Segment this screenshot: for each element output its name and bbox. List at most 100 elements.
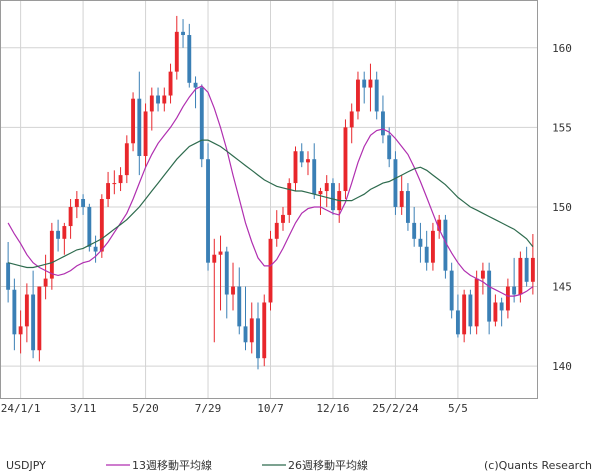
candle-body-15 — [99, 199, 104, 252]
x-tick-label: 24/1/1 — [1, 402, 41, 415]
candle-body-4 — [31, 294, 36, 351]
candle-body-77 — [487, 270, 492, 322]
x-tick-label: 3/11 — [70, 402, 97, 415]
candle-body-42 — [268, 238, 273, 303]
y-tick-label: 160 — [552, 42, 572, 55]
candle-body-54 — [343, 127, 348, 192]
candle-body-74 — [468, 294, 473, 327]
candle-body-0 — [6, 262, 11, 290]
candle-body-75 — [474, 278, 479, 327]
x-tick-label: 25/2/24 — [372, 402, 419, 415]
candle-body-16 — [106, 183, 111, 199]
candle-body-60 — [381, 111, 385, 136]
candle-body-33 — [212, 254, 217, 263]
x-tick-label: 7/29 — [195, 402, 222, 415]
candle-body-8 — [56, 230, 61, 239]
candle-body-13 — [87, 206, 92, 247]
candle-body-68 — [430, 230, 435, 263]
moving-average-lines — [7, 85, 534, 297]
candle-body-29 — [187, 35, 192, 83]
candle-body-1 — [12, 289, 17, 335]
candle-body-76 — [480, 270, 485, 279]
candle-body-63 — [399, 191, 404, 207]
candle-body-50 — [318, 191, 323, 195]
candle-body-12 — [81, 199, 86, 207]
candle-body-55 — [349, 111, 354, 128]
candle-body-7 — [49, 230, 54, 279]
x-tick-label: 10/7 — [257, 402, 284, 415]
x-tick-label: 5/20 — [132, 402, 159, 415]
candle-body-65 — [412, 222, 417, 239]
candle-body-69 — [437, 219, 442, 231]
credit-label: (c)Quants Research — [484, 459, 592, 472]
x-tick-label: 12/16 — [316, 402, 349, 415]
candle-body-5 — [37, 286, 42, 351]
legend-label-ma26: 26週移動平均線 — [288, 458, 368, 472]
candle-body-39 — [249, 318, 254, 343]
candle-body-11 — [74, 199, 79, 207]
legend-footer: USDJPY 13週移動平均線 26週移動平均線 (c)Quants Resea… — [6, 458, 592, 472]
candle-body-72 — [455, 310, 460, 335]
legend-label-ma13: 13週移動平均線 — [132, 458, 212, 472]
candle-body-2 — [18, 326, 23, 335]
candle-body-24 — [156, 95, 160, 104]
symbol-label: USDJPY — [6, 459, 46, 472]
candle-body-67 — [424, 246, 429, 263]
candle-body-46 — [293, 151, 298, 184]
candle-body-41 — [262, 302, 267, 359]
ma-line-ma26 — [7, 139, 534, 269]
candle-body-51 — [324, 183, 329, 192]
y-tick-label: 145 — [552, 281, 572, 294]
candle-body-25 — [162, 95, 167, 104]
candle-body-59 — [374, 79, 379, 112]
candle-body-19 — [124, 143, 129, 176]
candle-body-36 — [231, 286, 235, 295]
candle-body-22 — [143, 111, 148, 157]
candle-body-80 — [505, 286, 510, 311]
candle-body-21 — [137, 98, 142, 157]
candle-body-38 — [243, 326, 248, 343]
candle-body-71 — [449, 270, 454, 311]
plot-frame — [0, 0, 538, 399]
candle-body-61 — [387, 135, 392, 160]
candle-body-52 — [331, 183, 335, 211]
candle-body-3 — [24, 294, 29, 327]
candle-body-82 — [518, 257, 523, 295]
candle-body-47 — [299, 151, 304, 163]
candle-body-48 — [306, 159, 310, 163]
candle-body-34 — [218, 251, 223, 255]
candle-body-9 — [62, 226, 67, 239]
x-axis-tick-labels: 24/1/1 3/11 5/20 7/29 10/7 12/16 25/2/24 5/5 — [1, 402, 468, 415]
candle-body-20 — [131, 98, 136, 144]
candle-body-35 — [224, 251, 229, 295]
candle-body-43 — [274, 222, 279, 239]
candle-body-18 — [118, 175, 123, 184]
candle-body-79 — [499, 302, 504, 311]
x-tick-label: 5/5 — [448, 402, 468, 415]
candle-body-30 — [193, 82, 198, 88]
candle-body-78 — [493, 302, 498, 322]
grid-lines — [0, 0, 537, 398]
candle-body-84 — [530, 257, 535, 282]
candle-body-81 — [512, 286, 517, 295]
candle-body-14 — [93, 246, 98, 252]
candle-body-37 — [237, 286, 242, 327]
candle-body-56 — [356, 79, 360, 112]
y-axis-tick-labels: 140 145 150 155 160 — [552, 42, 572, 373]
y-tick-label: 155 — [552, 121, 572, 134]
candle-body-66 — [418, 238, 423, 247]
candle-body-28 — [181, 31, 185, 36]
candle-body-73 — [462, 294, 467, 335]
candle-body-64 — [405, 191, 410, 223]
y-tick-label: 140 — [552, 360, 572, 373]
candle-body-45 — [287, 183, 292, 215]
candle-body-49 — [312, 159, 317, 195]
candle-body-40 — [256, 318, 260, 359]
candle-body-83 — [524, 257, 529, 282]
ma-line-ma13 — [7, 85, 534, 297]
candle-body-32 — [206, 159, 210, 263]
candle-body-6 — [43, 278, 48, 287]
candle-body-10 — [68, 206, 73, 227]
candle-body-44 — [281, 214, 285, 223]
